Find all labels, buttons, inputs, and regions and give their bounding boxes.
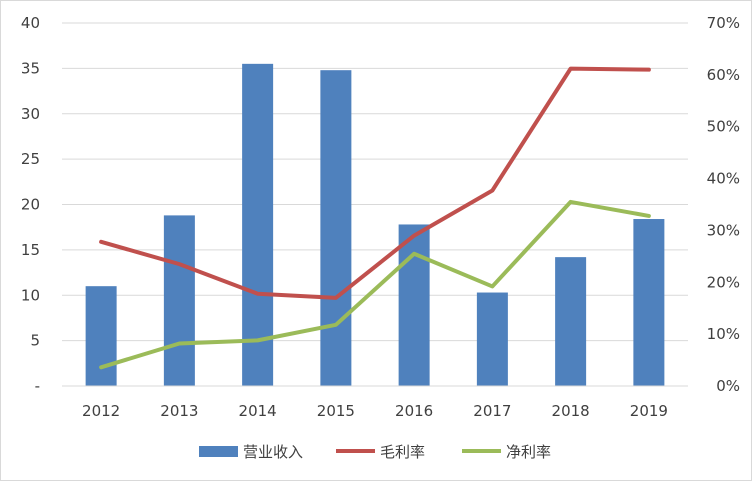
x-axis-tick-label: 2019 bbox=[630, 402, 668, 420]
right-axis-tick-label: 70% bbox=[707, 14, 740, 32]
bar-revenue bbox=[85, 286, 117, 386]
x-axis-tick-label: 2017 bbox=[473, 402, 511, 420]
left-axis-tick-label: 5 bbox=[30, 332, 40, 350]
left-axis-tick-label: 30 bbox=[21, 105, 40, 123]
legend-label-revenue: 营业收入 bbox=[243, 443, 303, 461]
bar-series-layer bbox=[85, 63, 665, 387]
right-axis-tick-label: 30% bbox=[707, 221, 740, 239]
left-axis-tick-label: 15 bbox=[21, 241, 40, 259]
x-axis-tick-label: 2012 bbox=[82, 402, 120, 420]
bar-revenue bbox=[320, 70, 352, 386]
right-axis-tick-label: 50% bbox=[707, 118, 740, 136]
legend-label-gross-margin: 毛利率 bbox=[380, 443, 425, 461]
right-axis-tick-label: 10% bbox=[707, 325, 740, 343]
right-axis: 0% 10% 20% 30% 40% 50% 60% 70% bbox=[707, 14, 740, 395]
x-axis: 2012 2013 2014 2015 2016 2017 2018 2019 bbox=[62, 385, 688, 420]
right-axis-tick-label: 20% bbox=[707, 273, 740, 291]
bar-revenue bbox=[555, 257, 587, 386]
right-axis-tick-label: 0% bbox=[716, 377, 740, 395]
line-net-margin bbox=[99, 199, 651, 370]
line-series-layer bbox=[99, 66, 651, 370]
x-axis-tick-label: 2016 bbox=[395, 402, 433, 420]
legend-label-net-margin: 净利率 bbox=[506, 443, 551, 461]
x-axis-tick-label: 2015 bbox=[317, 402, 355, 420]
left-axis-tick-label: 35 bbox=[21, 59, 40, 77]
right-axis-tick-label: 40% bbox=[707, 170, 740, 188]
left-axis-tick-label: - bbox=[35, 377, 40, 395]
bar-revenue bbox=[476, 292, 508, 386]
left-axis-tick-label: 40 bbox=[21, 14, 40, 32]
legend-swatch-revenue bbox=[199, 446, 238, 457]
line-gross-margin bbox=[99, 66, 651, 300]
x-axis-tick-label: 2018 bbox=[552, 402, 590, 420]
left-axis-tick-label: 25 bbox=[21, 150, 40, 168]
legend: 营业收入 毛利率 净利率 bbox=[199, 443, 551, 461]
x-axis-tick-label: 2014 bbox=[239, 402, 277, 420]
left-axis-tick-label: 10 bbox=[21, 286, 40, 304]
bar-revenue bbox=[242, 63, 274, 387]
bar-revenue bbox=[633, 219, 665, 386]
bar-revenue bbox=[163, 215, 195, 386]
x-axis-tick-label: 2013 bbox=[160, 402, 198, 420]
left-axis-tick-label: 20 bbox=[21, 196, 40, 214]
left-axis: - 5 10 15 20 25 30 35 40 bbox=[21, 14, 40, 395]
right-axis-tick-label: 60% bbox=[707, 66, 740, 84]
bar-revenue bbox=[398, 224, 430, 386]
